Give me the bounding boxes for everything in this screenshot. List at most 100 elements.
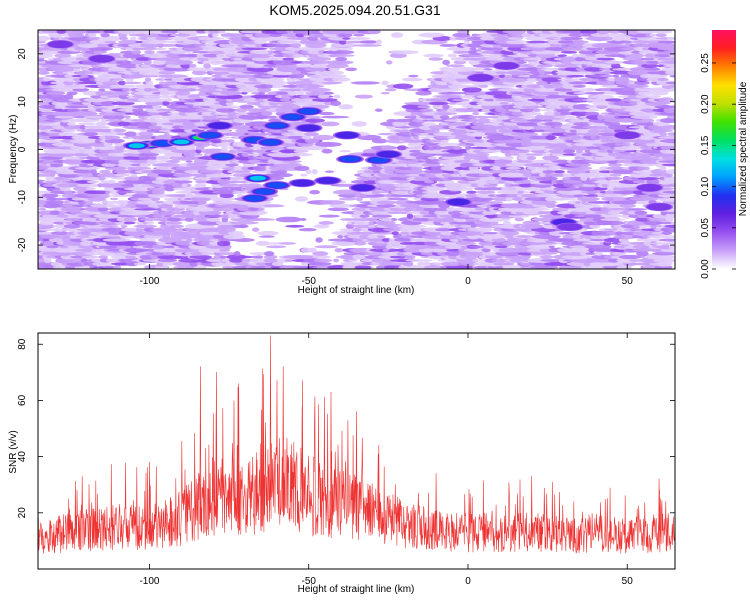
spectrogram-cell (80, 240, 93, 246)
spectrogram-cell (264, 251, 275, 257)
spectrogram-cell (557, 54, 567, 57)
spectrogram-hotspot (208, 122, 231, 129)
spectrogram-cell (634, 210, 648, 215)
spectrogram-cell (636, 166, 651, 170)
spectrogram-cell (98, 255, 108, 259)
spectrogram-cell (331, 77, 351, 82)
spectrogram-cell (659, 238, 675, 242)
spectrogram-cell (549, 230, 565, 236)
spectrogram-cell (607, 176, 623, 181)
spectrogram-cell (600, 206, 613, 212)
spectrogram-cell (367, 166, 383, 171)
spectrogram-cell (259, 235, 275, 238)
spectrogram-cell (298, 228, 317, 232)
spectrogram-cell (446, 207, 456, 212)
spectrogram-cell (278, 242, 296, 245)
spectrogram-cell (219, 193, 234, 199)
spectrogram-cell (472, 111, 480, 116)
spectrogram-cell (663, 176, 675, 181)
spectrogram-cell (124, 176, 143, 181)
spectrogram-cell (284, 259, 295, 262)
spectrogram-cell (287, 153, 313, 157)
spectrogram-cell (328, 54, 355, 57)
spectrogram-cell (663, 88, 675, 92)
spectrogram-cell (148, 125, 162, 130)
spectrogram-cell (106, 95, 121, 98)
spectrogram-cell (417, 105, 431, 109)
colorbar-tick-label: 0.25 (700, 53, 711, 73)
spectrogram-hotspot (297, 124, 320, 132)
spectrogram-cell (377, 179, 396, 185)
spectrogram-cell (223, 233, 246, 240)
spectrogram-cell (158, 71, 176, 75)
spectrogram-cell (643, 220, 663, 226)
spectrogram-cell (503, 262, 515, 266)
spectrogram-cell (76, 183, 102, 188)
spectrogram-cell (368, 231, 396, 235)
spectrogram-cell (469, 47, 477, 51)
spectrogram-cell (447, 53, 457, 58)
spectrogram-cell (526, 112, 542, 116)
spectrogram-cell (538, 242, 560, 245)
spectrogram-cell (376, 200, 397, 205)
spectrogram-cell (179, 218, 186, 221)
spectrogram-cell (435, 228, 454, 232)
spectrogram-cell (445, 186, 474, 191)
spectrogram-cell (382, 248, 389, 252)
spectrogram-cell (45, 200, 65, 205)
spectrogram-cell (607, 211, 623, 215)
spectrogram-cell (321, 121, 340, 127)
spectrogram-cell (585, 111, 600, 116)
spectrogram-cell (535, 194, 563, 198)
spectrogram-cell (574, 201, 582, 204)
spectrogram-cell (102, 238, 131, 242)
spectrogram-cell (219, 255, 228, 259)
spectrogram-cell (222, 265, 236, 269)
spectrogram-cell (427, 156, 438, 160)
spectrogram-cell (74, 166, 100, 170)
spectrogram-cell (133, 224, 158, 228)
spectrogram-cell (652, 251, 675, 256)
spectrogram-cell (305, 169, 312, 175)
spectrogram-cell (354, 44, 383, 47)
spectrogram-cell (394, 200, 415, 205)
spectrogram-cell (72, 186, 92, 192)
spectrogram-cell (163, 179, 181, 185)
spectrogram-hotspot (173, 139, 190, 145)
spectrogram-x-label: Height of straight line (km) (298, 285, 415, 296)
spectrogram-hotspot (316, 177, 339, 184)
spectrogram-cell (444, 182, 470, 188)
spectrogram-cell (437, 259, 457, 262)
spectrogram-cell (305, 118, 326, 123)
spectrogram-cell (190, 153, 203, 156)
spectrogram-cell (59, 186, 71, 192)
spectrogram-cell (494, 245, 509, 249)
spectrogram-cell (110, 197, 119, 201)
spectrogram-cell (94, 192, 111, 199)
spectrogram-cell (561, 211, 571, 214)
spectrogram-cell (600, 214, 624, 218)
spectrogram-cell (335, 56, 348, 62)
spectrogram-cell (518, 254, 531, 260)
spectrogram-cell (655, 221, 675, 225)
colorbar-tick-label: 0.20 (700, 94, 711, 114)
spectrogram-cell (83, 146, 92, 150)
spectrogram-cell (353, 33, 365, 37)
spectrogram-cell (213, 252, 240, 256)
spectrogram-cell (212, 207, 237, 212)
spectrogram-hotspot (89, 54, 115, 63)
spectrogram-hotspot (267, 182, 287, 189)
spectrogram-cell (167, 217, 184, 222)
spectrogram-cell (265, 245, 287, 249)
spectrogram-cell (63, 235, 71, 238)
spectrogram-cell (390, 50, 419, 55)
spectrogram-cell (377, 220, 396, 226)
spectrogram-cell (157, 258, 178, 263)
spectrogram-cell (553, 115, 577, 119)
spectrogram-cell (317, 63, 328, 68)
spectrogram-cell (41, 70, 50, 75)
spectrogram-cell (366, 217, 379, 222)
spectrogram-cell (227, 231, 244, 236)
